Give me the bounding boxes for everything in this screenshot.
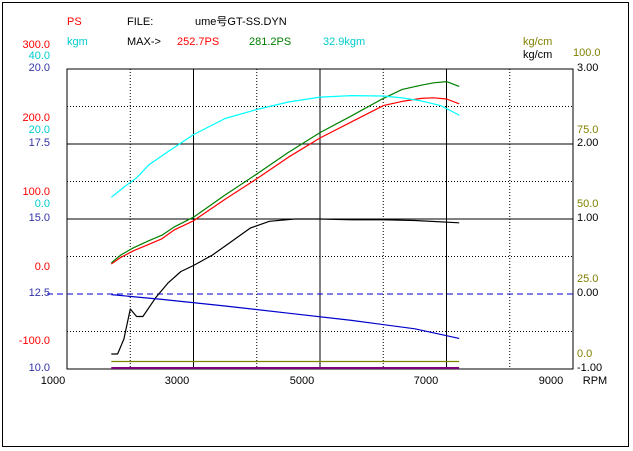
ps-tick-minus-100: -100.0: [19, 335, 50, 347]
blue-tick-10: 10.0: [29, 362, 50, 374]
series-line-0: [110, 97, 460, 265]
series-line-1: [110, 80, 460, 264]
x-axis-unit: RPM: [583, 375, 607, 387]
boost-tick-0: 0.00: [577, 287, 598, 299]
ps-tick-100: 100.0: [22, 186, 50, 198]
series-line-3: [111, 218, 460, 355]
olive-tick-75: 75.0: [577, 124, 598, 136]
series-line-4: [111, 294, 460, 339]
plot-area: [47, 68, 577, 370]
right-top-value: 100.0: [573, 47, 601, 59]
kgm-tick-0: 0.0: [35, 198, 50, 210]
ps-tick-0: 0.0: [35, 261, 50, 273]
right-unit-black: kg/cm: [523, 49, 552, 61]
max-label: MAX->: [127, 36, 161, 48]
blue-tick-15: 15.0: [29, 212, 50, 224]
olive-tick-25: 25.0: [577, 273, 598, 285]
olive-tick-0: 0.0: [577, 348, 592, 360]
max-ps-red: 252.7PS: [177, 36, 219, 48]
blue-tick-20: 20.0: [29, 62, 50, 74]
ps-tick-300: 300.0: [22, 39, 50, 51]
max-kgm: 32.9kgm: [323, 36, 365, 48]
kgm-tick-40: 40.0: [29, 50, 50, 62]
blue-tick-12-5: 12.5: [29, 287, 50, 299]
dyno-chart: PS kgm FILE: ume号GT-SS.DYN MAX-> 252.7PS…: [19, 15, 607, 387]
file-label: FILE:: [127, 16, 153, 28]
series-layer: [110, 80, 460, 363]
kgm-tick-20: 20.0: [29, 124, 50, 136]
boost-tick-1: 1.00: [577, 212, 598, 224]
ps-label: PS: [67, 16, 82, 28]
boost-tick-3: 3.00: [577, 62, 598, 74]
file-name: ume号GT-SS.DYN: [195, 15, 287, 28]
ps-tick-200: 200.0: [22, 112, 50, 124]
x-tick-3000: 3000: [165, 375, 189, 387]
x-tick-1000: 1000: [41, 375, 65, 387]
boost-tick-2: 2.00: [577, 137, 598, 149]
x-axis-labels: 1000 3000 5000 7000 9000 RPM: [41, 375, 607, 387]
left-axis-labels: 300.0 40.0 20.0 200.0 20.0 17.5 100.0 0.…: [19, 39, 50, 374]
x-tick-5000: 5000: [290, 375, 314, 387]
max-ps-green: 281.2PS: [249, 36, 291, 48]
kgm-label: kgm: [67, 36, 88, 48]
blue-tick-17-5: 17.5: [29, 137, 50, 149]
x-tick-7000: 7000: [414, 375, 438, 387]
right-unit-olive: kg/cm: [523, 36, 552, 48]
boost-tick-minus-1: -1.00: [577, 362, 602, 374]
olive-tick-50: 50.0: [577, 198, 598, 210]
chart-window: PS kgm FILE: ume号GT-SS.DYN MAX-> 252.7PS…: [2, 2, 629, 447]
right-axis-labels: 3.00 75.0 2.00 50.0 1.00 25.0 0.00 0.0 -…: [577, 62, 602, 374]
x-tick-9000: 9000: [539, 375, 563, 387]
series-line-2: [110, 94, 460, 198]
